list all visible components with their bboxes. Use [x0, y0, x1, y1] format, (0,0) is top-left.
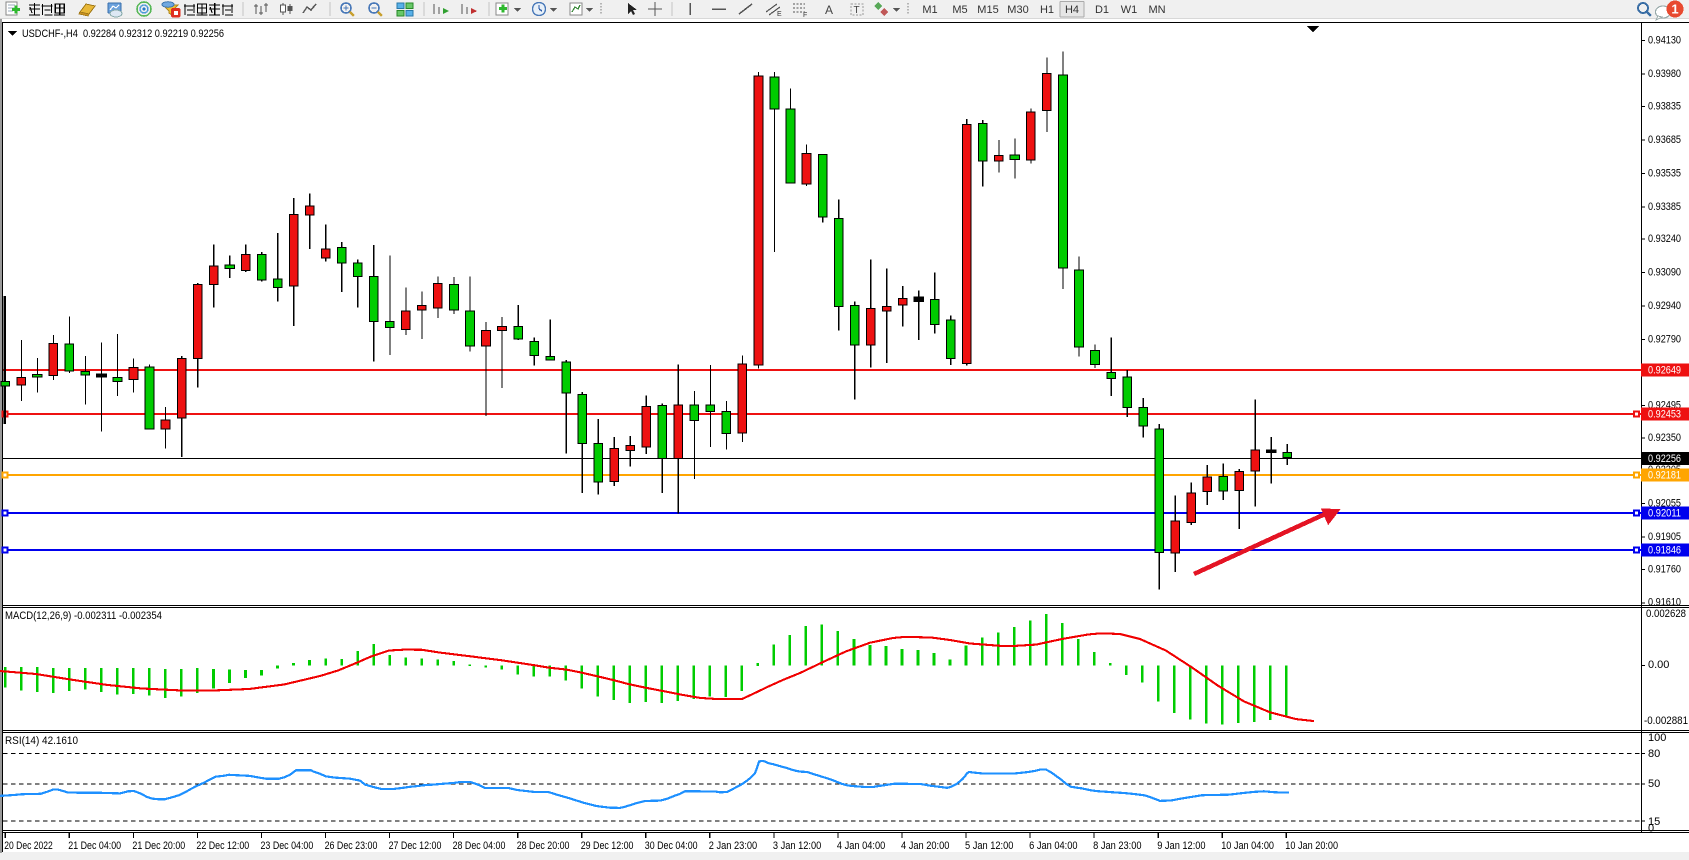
svg-text:M30: M30 [1007, 4, 1028, 16]
svg-text:F: F [803, 12, 807, 19]
svg-text:0.92256: 0.92256 [1648, 453, 1681, 465]
svg-text:A: A [825, 3, 833, 17]
svg-text:0.91905: 0.91905 [1648, 531, 1681, 543]
svg-text:26 Dec 23:00: 26 Dec 23:00 [325, 840, 378, 852]
svg-text:0.00: 0.00 [1648, 659, 1669, 671]
svg-text:0.002628: 0.002628 [1646, 608, 1686, 620]
svg-text:0.93835: 0.93835 [1648, 100, 1681, 112]
svg-text:27 Dec 12:00: 27 Dec 12:00 [389, 840, 442, 852]
svg-text:15: 15 [1648, 816, 1660, 828]
svg-text:0.93240: 0.93240 [1648, 233, 1681, 245]
svg-text:MACD(12,26,9) -0.002311 -0.002: MACD(12,26,9) -0.002311 -0.002354 [5, 610, 162, 622]
svg-text:0.94130: 0.94130 [1648, 34, 1681, 46]
svg-text:0: 0 [1648, 823, 1654, 835]
svg-text:0.93980: 0.93980 [1648, 68, 1681, 80]
svg-text:20 Dec 2022: 20 Dec 2022 [4, 840, 52, 852]
svg-text:M1: M1 [922, 4, 937, 16]
svg-text:8 Jan 23:00: 8 Jan 23:00 [1093, 840, 1141, 852]
svg-text:22 Dec 12:00: 22 Dec 12:00 [196, 840, 249, 852]
svg-text:10 Jan 04:00: 10 Jan 04:00 [1221, 840, 1274, 852]
svg-text:1: 1 [1671, 2, 1678, 17]
svg-text:W1: W1 [1121, 4, 1138, 16]
svg-text:0.92181: 0.92181 [1648, 470, 1681, 482]
svg-text:100: 100 [1648, 732, 1666, 744]
svg-text:0.92011: 0.92011 [1648, 508, 1681, 520]
svg-text:H1: H1 [1040, 4, 1054, 16]
svg-text:2 Jan 23:00: 2 Jan 23:00 [709, 840, 757, 852]
svg-text:4 Jan 20:00: 4 Jan 20:00 [901, 840, 949, 852]
svg-text:E: E [777, 11, 782, 18]
svg-text:5 Jan 12:00: 5 Jan 12:00 [965, 840, 1013, 852]
svg-text:21 Dec 04:00: 21 Dec 04:00 [68, 840, 121, 852]
svg-text:29 Dec 12:00: 29 Dec 12:00 [581, 840, 634, 852]
svg-text:D1: D1 [1095, 4, 1109, 16]
svg-text:10 Jan 20:00: 10 Jan 20:00 [1285, 840, 1338, 852]
svg-text:USDCHF-,H4 0.92284 0.92312 0.: USDCHF-,H4 0.92284 0.92312 0.92219 0.922… [22, 28, 224, 40]
svg-text:3 Jan 12:00: 3 Jan 12:00 [773, 840, 821, 852]
svg-text:0.93685: 0.93685 [1648, 134, 1681, 146]
svg-text:0.92350: 0.92350 [1648, 432, 1681, 444]
svg-text:H4: H4 [1065, 4, 1079, 16]
svg-text:M5: M5 [952, 4, 967, 16]
svg-text:0.92790: 0.92790 [1648, 334, 1681, 346]
svg-text:4 Jan 04:00: 4 Jan 04:00 [837, 840, 885, 852]
svg-text:0.91760: 0.91760 [1648, 564, 1681, 576]
svg-text:0.93090: 0.93090 [1648, 267, 1681, 279]
svg-text:21 Dec 20:00: 21 Dec 20:00 [132, 840, 185, 852]
svg-text:23 Dec 04:00: 23 Dec 04:00 [261, 840, 314, 852]
svg-text:-0.002881: -0.002881 [1644, 715, 1688, 727]
svg-text:0.92649: 0.92649 [1648, 365, 1681, 377]
svg-text:28 Dec 20:00: 28 Dec 20:00 [517, 840, 570, 852]
svg-text:0.93535: 0.93535 [1648, 167, 1681, 179]
svg-text:0.92453: 0.92453 [1648, 409, 1681, 421]
svg-text:50: 50 [1648, 778, 1660, 790]
svg-text:0.92940: 0.92940 [1648, 300, 1681, 312]
svg-text:9 Jan 12:00: 9 Jan 12:00 [1157, 840, 1205, 852]
svg-text:0.91846: 0.91846 [1648, 545, 1681, 557]
svg-text:28 Dec 04:00: 28 Dec 04:00 [453, 840, 506, 852]
svg-text:0.91610: 0.91610 [1648, 596, 1681, 608]
svg-text:MN: MN [1148, 4, 1165, 16]
svg-text:T: T [854, 5, 860, 16]
svg-text:30 Dec 04:00: 30 Dec 04:00 [645, 840, 698, 852]
svg-text:0.93385: 0.93385 [1648, 201, 1681, 213]
svg-text:6 Jan 04:00: 6 Jan 04:00 [1029, 840, 1077, 852]
svg-text:80: 80 [1648, 748, 1660, 760]
svg-text:RSI(14) 42.1610: RSI(14) 42.1610 [5, 735, 78, 747]
svg-text:M15: M15 [977, 4, 998, 16]
